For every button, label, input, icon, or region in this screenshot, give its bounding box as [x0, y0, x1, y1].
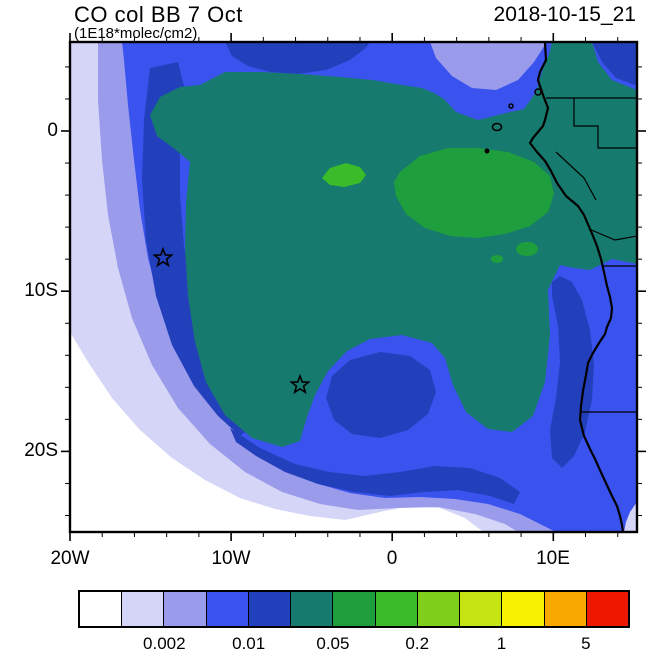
colorbar-cell-3: [205, 592, 248, 626]
colorbar-tick-label: 0.002: [143, 634, 186, 653]
colorbar-cell-7: [374, 592, 417, 626]
colorbar-cell-0: [80, 592, 122, 626]
contour-fill-level4-west-band: [142, 62, 250, 436]
contour-fill-level4-coast-band: [550, 276, 594, 468]
contour-fill-level1-se-corner: [624, 502, 637, 532]
island-outline: [491, 122, 503, 132]
colorbar-cell-10: [501, 592, 544, 626]
ytick-label-0: 0: [47, 120, 58, 141]
islands: [484, 88, 542, 154]
colorbar-cell-12: [585, 592, 629, 626]
colorbar-tick-label: 5: [581, 634, 591, 653]
border-line: [573, 98, 637, 149]
border-line: [555, 151, 597, 201]
star-marker-2: [289, 373, 311, 395]
contour-fill-level4-north-patch: [225, 42, 370, 74]
island-dot: [484, 148, 490, 154]
contour-fill-level4-tongue-core: [326, 352, 436, 438]
colorbar-tick-label: 0.01: [232, 634, 266, 653]
colorbar-cell-5: [290, 592, 333, 626]
colorbar: [78, 590, 630, 628]
star-marker-1: [152, 246, 174, 268]
colorbar-cell-4: [247, 592, 291, 626]
axis-ticks: [61, 33, 646, 541]
africa-coastline: [528, 42, 625, 532]
colorbar-cell-9: [459, 592, 502, 626]
colorbar-cell-8: [416, 592, 460, 626]
contour-field: [70, 42, 637, 532]
map-frame: [68, 40, 639, 534]
border-line: [588, 228, 637, 241]
colorbar-labels: 0.002 0.01 0.05 0.2 1 5: [80, 634, 628, 656]
contour-fill-level7-patch: [322, 163, 366, 187]
contour-fill-level5-main: [150, 42, 637, 447]
contour-fill-level6-spot2: [491, 255, 503, 263]
colorbar-tick-label: 0.05: [316, 634, 350, 653]
colorbar-cell-1: [121, 592, 164, 626]
colorbar-cell-11: [543, 592, 586, 626]
contour-fill-level6-spot1: [516, 242, 538, 256]
xtick-label-0: 0: [386, 548, 398, 569]
contour-fill-level4-ne-corner: [592, 42, 637, 86]
island-outline: [534, 88, 542, 96]
xtick-label-10w: 10W: [211, 548, 251, 569]
valid-time-label: 2018-10-15_21: [493, 3, 636, 26]
contour-fill-level4-south-band: [230, 428, 520, 504]
plot-title: CO col BB 7 Oct: [74, 2, 243, 27]
colorbar-cell-2: [163, 592, 206, 626]
contour-fill-level6-plume: [394, 148, 554, 238]
xtick-label-20w: 20W: [50, 548, 90, 569]
colorbar-cell-6: [332, 592, 375, 626]
country-borders: [546, 97, 637, 413]
colorbar-tick-label: 1: [496, 634, 507, 653]
ytick-label-20s: 20S: [24, 440, 58, 461]
island-outline: [508, 103, 514, 109]
xtick-label-10e: 10E: [536, 548, 570, 569]
ytick-label-10s: 10S: [24, 280, 58, 301]
colorbar-tick-label: 0.2: [405, 634, 430, 653]
